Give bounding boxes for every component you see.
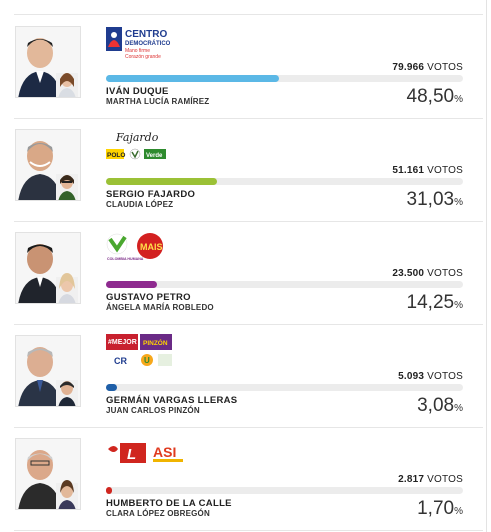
vote-bar-track (106, 75, 463, 82)
candidate-row-vargas-lleras: #MEJOR PINZÓN CR U 5.093 VOTOS GERMÁN VA… (14, 324, 483, 428)
vote-percentage: 3,08% (417, 395, 463, 417)
party-logo-liberal-asi: L ASI (106, 437, 196, 477)
percent-sign: % (454, 197, 463, 208)
candidate-name: IVÁN DUQUE (106, 86, 169, 97)
votes-number: 2.817 (398, 474, 425, 485)
vote-bar-track (106, 384, 463, 391)
percent-sign: % (454, 300, 463, 311)
candidate-row-de-la-calle: L ASI 2.817 VOTOS HUMBERTO DE LA CALLE C… (14, 427, 483, 531)
logo-cr: CR (114, 356, 127, 366)
logo-polo: POLO (107, 152, 125, 159)
vote-bar-fill (106, 178, 217, 185)
candidate-photo (15, 232, 81, 304)
votes-number: 51.161 (392, 165, 425, 176)
candidate-photo (15, 335, 81, 407)
party-logo-centro-democratico: CENTRO DEMOCRÁTICO Mano firme Corazón gr… (106, 25, 196, 65)
percent-sign: % (454, 94, 463, 105)
candidate-photo (15, 26, 81, 98)
percent-sign: % (454, 403, 463, 414)
logo-verde: Verde (146, 153, 163, 159)
candidate-row-petro: COLOMBIA HUMANA MAIS 23.500 VOTOS GUSTAV… (14, 221, 483, 325)
logo-text-line2: DEMOCRÁTICO (125, 40, 171, 47)
logo-colombia-humana: COLOMBIA HUMANA (107, 257, 144, 261)
votes-count: 23.500 VOTOS (392, 268, 463, 279)
votes-number: 23.500 (392, 268, 425, 279)
vote-percentage: 31,03% (407, 189, 463, 211)
running-mate-name: MARTHA LUCÍA RAMÍREZ (106, 97, 210, 106)
logo-pinzon: PINZÓN (143, 338, 168, 347)
logo-signature: Fajardo (115, 131, 159, 144)
logo-mais: MAIS (140, 242, 163, 252)
running-mate-name: ÁNGELA MARÍA ROBLEDO (106, 303, 214, 312)
vote-percentage: 48,50% (407, 86, 463, 108)
candidate-name: GERMÁN VARGAS LLERAS (106, 395, 238, 406)
percent-value: 48,50 (406, 86, 455, 107)
vote-bar-fill (106, 75, 280, 82)
candidate-name: GUSTAVO PETRO (106, 292, 191, 303)
logo-text-line3: Mano firme (125, 48, 150, 54)
vote-bar-fill (106, 384, 117, 391)
votes-number: 79.966 (392, 62, 425, 73)
vote-bar-fill (106, 487, 113, 494)
votes-label: VOTOS (427, 371, 463, 382)
percent-value: 31,03 (406, 189, 455, 210)
party-logo-mejor-vargas-lleras: #MEJOR PINZÓN CR U (106, 334, 196, 374)
votes-label: VOTOS (427, 165, 463, 176)
votes-count: 51.161 VOTOS (392, 165, 463, 176)
vote-bar-fill (106, 281, 157, 288)
candidate-photo (15, 129, 81, 201)
logo-liberal: L (127, 446, 136, 463)
votes-count: 5.093 VOTOS (398, 371, 463, 382)
top-divider (14, 14, 483, 15)
percent-sign: % (454, 506, 463, 517)
candidate-row-duque: CENTRO DEMOCRÁTICO Mano firme Corazón gr… (14, 15, 483, 119)
votes-number: 5.093 (398, 371, 425, 382)
vote-bar-track (106, 281, 463, 288)
vote-percentage: 14,25% (407, 292, 463, 314)
logo-text-line4: Corazón grande (125, 54, 161, 60)
vote-bar-track (106, 487, 463, 494)
votes-label: VOTOS (427, 268, 463, 279)
logo-asi: ASI (153, 444, 176, 460)
party-logo-coalicion-colombia: Fajardo POLO Verde (106, 128, 196, 168)
right-border (486, 0, 487, 532)
vote-percentage: 1,70% (417, 498, 463, 520)
votes-count: 2.817 VOTOS (398, 474, 463, 485)
percent-value: 1,70 (417, 498, 455, 519)
running-mate-name: CLARA LÓPEZ OBREGÓN (106, 509, 210, 518)
votes-count: 79.966 VOTOS (392, 62, 463, 73)
logo-u: U (144, 356, 150, 365)
party-logo-colombia-humana-mais: COLOMBIA HUMANA MAIS (106, 231, 196, 271)
votes-label: VOTOS (427, 474, 463, 485)
votes-label: VOTOS (427, 62, 463, 73)
percent-value: 14,25 (406, 292, 455, 313)
running-mate-name: CLAUDIA LÓPEZ (106, 200, 174, 209)
running-mate-name: JUAN CARLOS PINZÓN (106, 406, 200, 415)
candidate-row-fajardo: Fajardo POLO Verde 51.161 VOTOS SERGIO F… (14, 118, 483, 222)
vote-bar-track (106, 178, 463, 185)
candidate-name: SERGIO FAJARDO (106, 189, 196, 200)
percent-value: 3,08 (417, 395, 455, 416)
candidate-photo (15, 438, 81, 510)
logo-text-line1: CENTRO (125, 29, 167, 40)
candidate-name: HUMBERTO DE LA CALLE (106, 498, 232, 509)
logo-mejor: #MEJOR (108, 339, 137, 346)
